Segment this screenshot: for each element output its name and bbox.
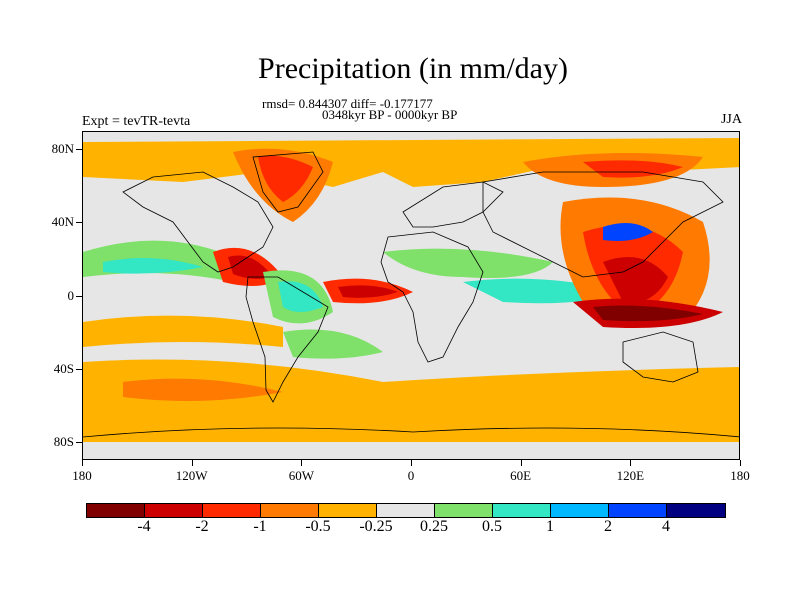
legend-swatch [377,504,435,517]
region-maritime-core [593,305,703,322]
legend-label: -2 [195,518,209,535]
map-title: Precipitation (in mm/day) [258,52,568,85]
legend-label: -4 [137,518,151,535]
season-label: JJA [720,112,742,127]
legend-swatch [261,504,319,517]
region-atl-itcz-core [338,285,398,298]
y-tick-label: 0 [67,287,75,303]
coast-antarctica [83,427,739,438]
x-tick-label: 60W [288,468,314,483]
region-cam-core [228,255,273,279]
coast-greenland [252,151,324,213]
region-asia-deep [603,257,668,303]
coast-south-america [245,276,329,403]
x-tick-mark [191,460,193,466]
y-tick-mark [76,222,82,224]
region-sam-blue [278,281,323,312]
x-tick-label: 180 [72,468,92,483]
legend-swatch [319,504,377,517]
legend-label: 2 [604,518,612,535]
coast-africa [380,231,484,363]
y-tick-mark [76,441,82,443]
x-tick-mark [520,460,522,466]
legend-swatch [435,504,493,517]
x-tick-label: 120E [616,468,645,483]
x-tick-label: 0 [407,468,415,483]
precipitation-map [82,131,740,460]
x-tick-label: 60E [510,468,532,483]
region-china-wet [603,223,653,241]
y-tick-mark [76,149,82,151]
statistics-text: rmsd= 0.844307 diff= -0.177177 [262,96,433,111]
legend-swatch [145,504,203,517]
legend-swatch [493,504,551,517]
legend-swatch [551,504,609,517]
region-satl-wet [283,329,383,359]
legend-swatch [667,504,725,517]
x-tick-label: 180 [730,468,750,483]
legend-label: -0.25 [359,518,393,535]
legend-swatch [609,504,667,517]
region-siberia-core [583,160,683,178]
coastlines [83,151,739,438]
coast-australia [622,331,699,383]
x-tick-mark [301,460,303,466]
region-npac-blue [103,258,203,274]
y-tick-label: 80N [51,141,74,157]
legend-label: 0.5 [482,518,502,535]
y-tick-mark [76,295,82,297]
legend-swatch [203,504,261,517]
anomaly-fields [83,138,739,442]
region-spac-dry [83,315,283,347]
coast-north-america [122,171,274,273]
region-south-core [123,378,283,401]
region-africa-wet [383,248,553,278]
y-tick-label: 40N [51,214,74,230]
color-legend [86,503,726,518]
legend-label: 4 [662,518,670,535]
coast-asia [482,171,724,278]
legend-label: 0.25 [420,518,448,535]
legend-swatch [87,504,145,517]
y-tick-label: 40S [53,360,74,376]
experiment-label: Expt = tevTR-tevta [82,114,191,129]
coast-europe [402,181,504,228]
x-tick-mark [411,460,412,466]
legend-label: -0.5 [305,518,331,535]
map-canvas [83,138,739,442]
x-tick-mark [82,460,83,466]
x-tick-mark [630,460,632,466]
y-tick-mark [76,368,82,370]
x-tick-label: 120W [175,468,208,483]
legend-label: -1 [253,518,267,535]
legend-label: 1 [546,518,554,535]
x-tick-mark [740,460,741,466]
region-greenland-core [258,155,313,202]
period-text: 0348kyr BP - 0000kyr BP [322,107,458,122]
region-antarctic-dry [83,402,739,442]
y-tick-label: 80S [53,433,74,449]
